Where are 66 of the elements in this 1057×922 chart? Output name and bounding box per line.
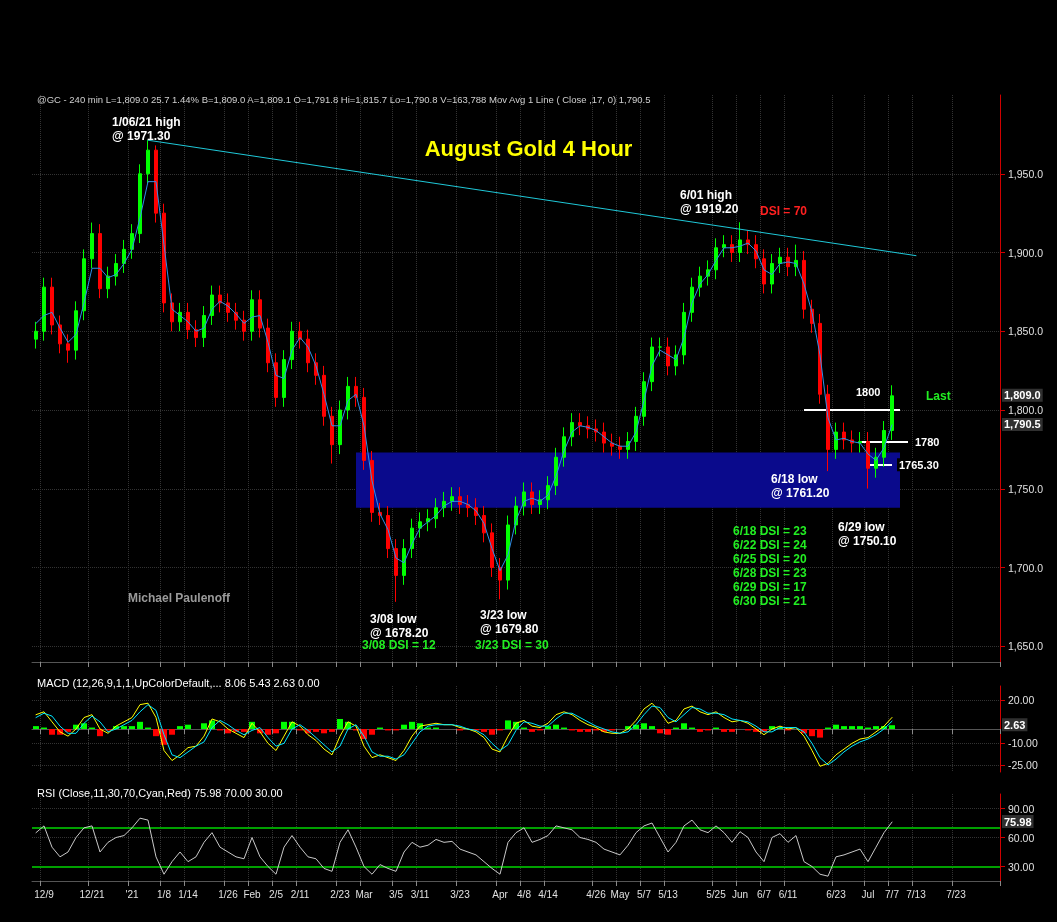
y-tick-label: -25.00 <box>1008 758 1038 771</box>
x-tick-label: 5/7 <box>637 888 652 900</box>
x-tick-label: May <box>610 888 630 900</box>
annotation: 1,790.5 <box>1004 418 1041 431</box>
x-tick-label: 2/11 <box>290 888 310 900</box>
text: August Gold 4 Hour <box>424 135 633 161</box>
x-tick-label: 3/23 <box>450 888 471 900</box>
annotation: 3/08 DSI = 12 <box>362 638 437 652</box>
annotation: 6/29 low @ 1750.10 <box>838 520 897 548</box>
x-tick-label: Mar <box>355 888 374 900</box>
annotation: 2.63 <box>1004 718 1026 731</box>
annotation: Last <box>926 389 951 403</box>
x-tick-label: 2/23 <box>330 888 351 900</box>
chart-title: RSI (Close,11,30,70,Cyan,Red) 75.98 70.00 30.00 <box>37 786 283 799</box>
y-tick-label: 1,650.0 <box>1008 640 1044 653</box>
y-tick-label: 1,850.0 <box>1008 325 1044 338</box>
annotation: 3/08 low @ 1678.20 <box>370 612 429 640</box>
ref-line-label: 1800 <box>856 385 881 398</box>
x-tick-label: '21 <box>125 888 139 900</box>
y-tick-label: 1,750.0 <box>1008 482 1044 495</box>
annotation: 6/01 high @ 1919.20 <box>680 188 739 216</box>
annotation: 1,809.0 <box>1004 389 1041 402</box>
annotation: 6/18 DSI = 23 6/22 DSI = 24 6/25 DSI = 20 6/28 DSI = 23 6/29 DSI = 17 6/30 DSI = 21 <box>733 524 808 608</box>
x-tick-label: 6/7 <box>757 888 772 900</box>
y-tick-label: 60.00 <box>1008 831 1035 844</box>
annotation: 3/23 DSI = 30 <box>475 638 550 652</box>
chart-subtitle: @GC - 240 min L=1,809.0 25.7 1.44% B=1,809.0 A=1,809.1 O=1,791.8 Hi=1,815.7 Lo=1,790.8 V=163,788 Mov Avg 1 Line ( Close ,17, 0) 1,790.5 <box>37 93 651 105</box>
x-tick-label: 7/13 <box>906 888 927 900</box>
x-tick-label: 4/8 <box>517 888 532 900</box>
x-tick-label: 3/11 <box>410 888 430 900</box>
y-tick-label: 1,700.0 <box>1008 561 1044 574</box>
x-tick-label: 12/21 <box>79 888 105 900</box>
ref-line-label: 1765.30 <box>899 458 939 471</box>
x-tick-label: 1/26 <box>218 888 239 900</box>
annotation: 3/23 low @ 1679.80 <box>480 608 539 636</box>
y-tick-label: 20.00 <box>1008 694 1035 707</box>
x-tick-label: 6/11 <box>778 888 798 900</box>
x-tick-label: Jul <box>861 888 875 900</box>
chart-title: MACD (12,26,9,1,1,UpColorDefault,... 8.06 5.43 2.63 0.00 <box>37 676 320 689</box>
annotation: 75.98 <box>1004 815 1032 828</box>
x-tick-label: 7/7 <box>885 888 900 900</box>
x-tick-label: 1/8 <box>157 888 172 900</box>
x-tick-label: 5/13 <box>658 888 679 900</box>
y-tick-label: 1,900.0 <box>1008 246 1044 259</box>
x-tick-label: 2/5 <box>269 888 284 900</box>
x-tick-label: 7/23 <box>946 888 967 900</box>
annotation: DSI = 70 <box>760 204 808 218</box>
annotation: Michael Paulenoff <box>128 591 232 605</box>
x-tick-label: 1/14 <box>178 888 199 900</box>
annotation: 1/06/21 high @ 1971.30 <box>112 115 181 143</box>
x-tick-label: Feb <box>243 888 262 900</box>
x-tick-label: 5/25 <box>706 888 727 900</box>
x-tick-label: 3/5 <box>389 888 404 900</box>
x-tick-label: 4/26 <box>586 888 607 900</box>
x-tick-label: 4/14 <box>538 888 559 900</box>
y-tick-label: 90.00 <box>1008 802 1035 815</box>
y-tick-label: 1,950.0 <box>1008 167 1044 180</box>
ref-line-label: 1780 <box>915 435 940 448</box>
y-tick-label: -10.00 <box>1008 737 1038 750</box>
x-tick-label: 12/9 <box>34 888 55 900</box>
x-tick-label: Apr <box>492 888 509 900</box>
y-tick-label: 30.00 <box>1008 860 1035 873</box>
y-tick-label: 1,800.0 <box>1008 404 1044 416</box>
annotation: 6/18 low @ 1761.20 <box>771 472 830 500</box>
x-tick-label: 6/23 <box>826 888 847 900</box>
x-tick-label: Jun <box>731 888 749 900</box>
